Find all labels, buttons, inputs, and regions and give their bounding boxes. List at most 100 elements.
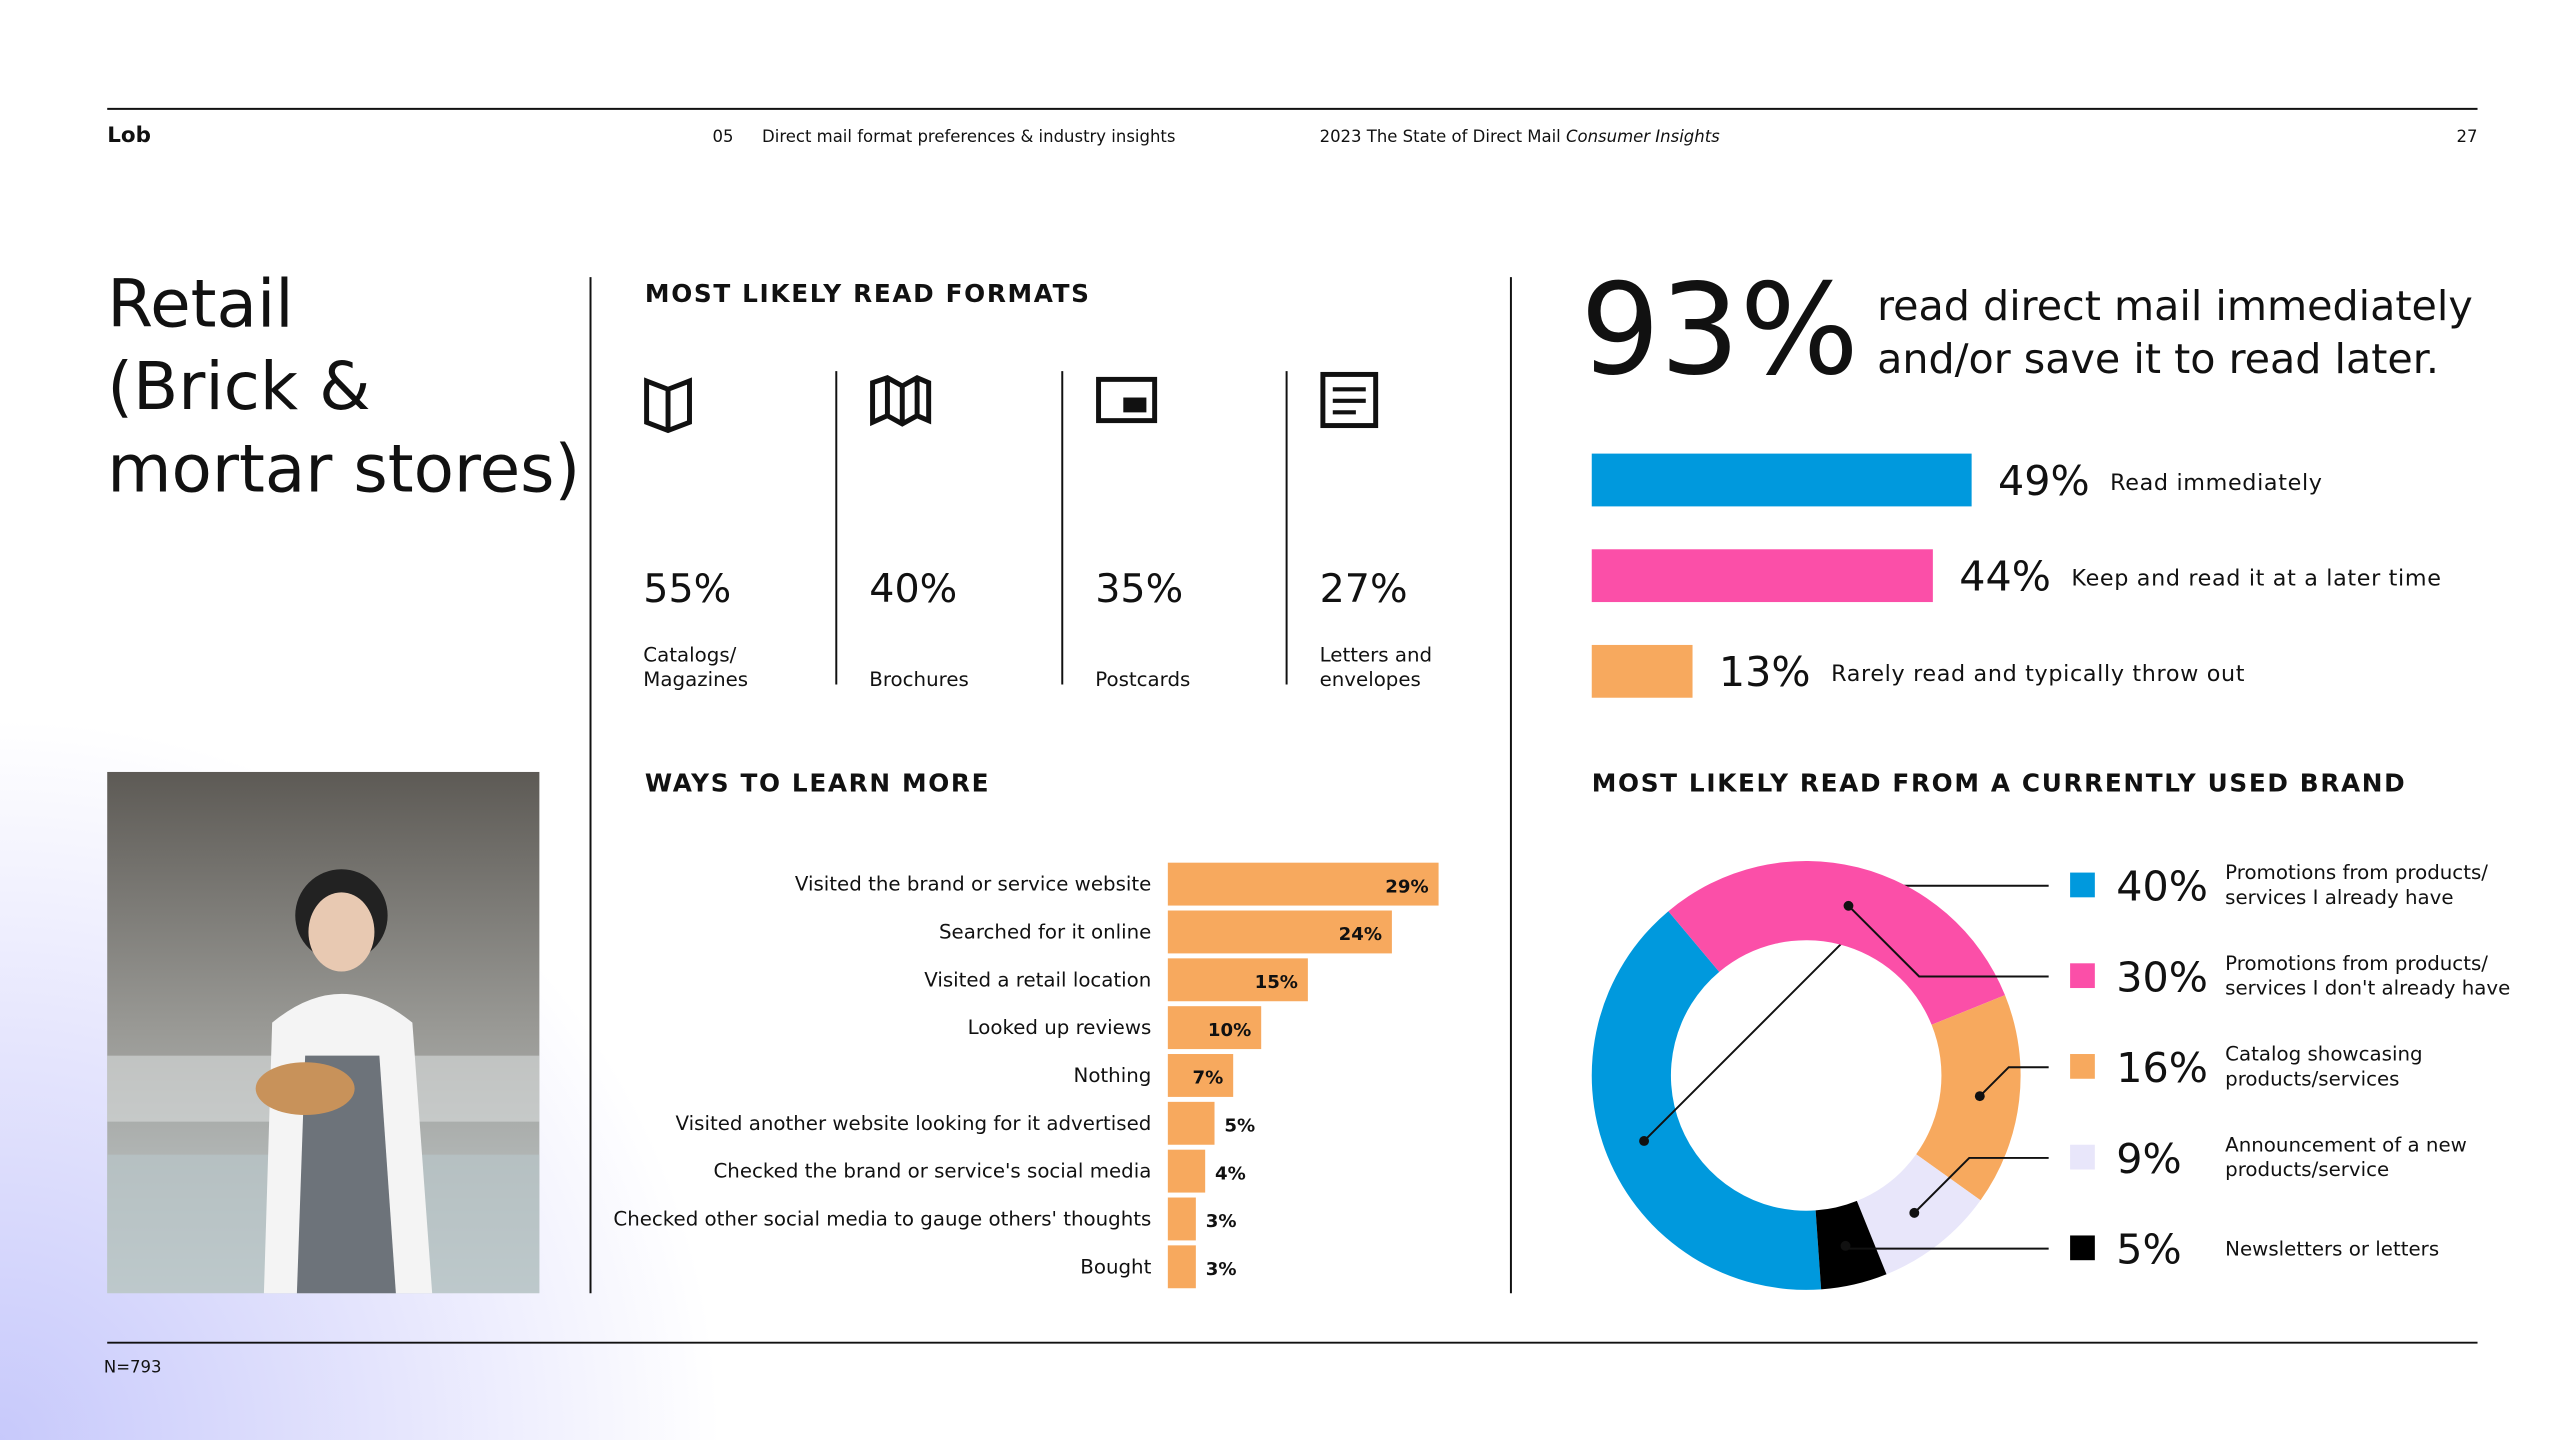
format-label-box: Postcards [1095, 668, 1191, 692]
format-label: Catalogs/ Magazines [643, 643, 749, 692]
format-label-box: Brochures [869, 668, 969, 692]
value-label: 29% [1385, 876, 1428, 897]
legend-swatch [2070, 1054, 2095, 1079]
legend-label: Promotions from products/ services I don… [2225, 951, 2511, 1000]
category-label: Looked up reviews [968, 1016, 1152, 1039]
category-label: Visited another website looking for it a… [676, 1112, 1152, 1135]
format-label: Brochures [869, 668, 969, 692]
donut-slice [1668, 861, 2006, 1025]
value-label: 13% [1719, 648, 1811, 696]
sidebar-title: mortar stores) [107, 431, 580, 508]
category-label: Bought [1080, 1255, 1151, 1278]
legend-label-box: Announcement of a new products/service [2225, 1133, 2467, 1182]
legend-label: Announcement of a new products/service [2225, 1133, 2467, 1182]
legend-swatch [2070, 1144, 2095, 1170]
leader-dot [1909, 1207, 1920, 1218]
bar-label: Rarely read and typically throw out [1831, 661, 2245, 687]
donut-slice [1815, 1200, 1887, 1290]
sidebar-title: Retail [107, 266, 293, 343]
legend-swatch [2070, 1235, 2095, 1261]
value-label: 49% [1998, 457, 2090, 505]
legend-label: Promotions from products/ services I alr… [2225, 861, 2488, 909]
leader-dot [1843, 900, 1854, 911]
category-label: Searched for it online [939, 921, 1151, 944]
sidebar-title: (Brick & [107, 348, 370, 425]
logo: Lob [107, 123, 151, 148]
page-number: 27 [2457, 127, 2478, 146]
category-label: Visited the brand or service website [795, 873, 1151, 896]
leader-dot [1840, 1240, 1851, 1251]
bar-label: Keep and read it at a later time [2071, 566, 2441, 592]
section-heading: MOST LIKELY READ FROM A CURRENTLY USED B… [1592, 769, 2407, 798]
bar-label: Read immediately [2110, 470, 2322, 496]
bar [1167, 910, 1392, 954]
section-number: 05 [713, 127, 734, 146]
format-label-box: Letters and envelopes [1319, 643, 1433, 692]
bar [1591, 644, 1693, 698]
format-percent: 35% [1095, 566, 1183, 612]
legend-swatch [2070, 872, 2095, 898]
format-label: Letters and envelopes [1319, 643, 1433, 692]
value-label: 4% [1215, 1163, 1246, 1184]
bar [1167, 1101, 1215, 1145]
report-title: 2023 The State of Direct Mail Consumer I… [1320, 127, 1721, 146]
leader-line [1913, 1156, 2049, 1214]
bar [1591, 453, 1972, 507]
highlight-percent: 93% [1580, 257, 1859, 403]
value-label: 3% [1206, 1211, 1237, 1232]
format-percent: 55% [643, 566, 731, 612]
category-label: Nothing [1074, 1064, 1152, 1087]
legend-value: 5% [2116, 1226, 2181, 1274]
bar [1167, 1006, 1262, 1050]
format-percent: 27% [1320, 566, 1408, 612]
value-label: 44% [1959, 553, 2051, 601]
legend-label-box: Promotions from products/ services I alr… [2225, 861, 2488, 909]
section-heading: MOST LIKELY READ FORMATS [645, 279, 1091, 308]
legend-label: Newsletters or letters [2225, 1236, 2440, 1260]
format-label: Postcards [1095, 668, 1191, 692]
bar [1167, 1054, 1234, 1097]
legend-swatch [2070, 963, 2095, 989]
bar [1167, 862, 1439, 906]
category-label: Checked other social media to gauge othe… [613, 1208, 1151, 1231]
bar [1167, 1245, 1196, 1289]
leader-line [1847, 905, 2049, 978]
format-icons [644, 371, 1379, 434]
legend-label-box: Promotions from products/ services I don… [2225, 951, 2511, 1000]
donut-slice [1916, 995, 2021, 1201]
photo [107, 771, 540, 1294]
legend-label-box: Catalog showcasing products/services [2225, 1042, 2423, 1091]
category-label: Visited a retail location [924, 968, 1151, 991]
legend-value: 40% [2116, 863, 2208, 911]
legend-label-box: Newsletters or letters [2225, 1236, 2440, 1260]
legend-value: 16% [2116, 1044, 2208, 1092]
value-label: 5% [1224, 1116, 1255, 1137]
highlight-text: and/or save it to read later. [1877, 335, 2439, 383]
format-label-box: Catalogs/ Magazines [643, 643, 749, 692]
format-percent: 40% [869, 566, 957, 612]
donut-slice [1591, 911, 1822, 1290]
section-heading: WAYS TO LEARN MORE [645, 769, 990, 798]
bar [1591, 549, 1933, 603]
value-label: 24% [1339, 924, 1382, 945]
category-label: Checked the brand or service's social me… [714, 1160, 1152, 1183]
leader-dot [1639, 1136, 1650, 1146]
leader-dot [1974, 1091, 1985, 1102]
value-label: 15% [1255, 972, 1298, 993]
legend-value: 30% [2116, 953, 2208, 1001]
report-title-main: 2023 The State of Direct Mail [1320, 127, 1561, 146]
bar [1167, 958, 1308, 1002]
highlight-text: read direct mail immediately [1877, 282, 2473, 330]
bar [1167, 1197, 1196, 1241]
bar [1167, 1149, 1206, 1193]
value-label: 7% [1193, 1068, 1224, 1089]
value-label: 10% [1208, 1020, 1251, 1041]
section-title: Direct mail format preferences & industr… [762, 127, 1175, 146]
value-label: 3% [1206, 1259, 1237, 1280]
footer-note: N=793 [104, 1357, 162, 1376]
report-title-italic: Consumer Insights [1566, 127, 1720, 146]
leader-line [1979, 1066, 2049, 1097]
legend-label: Catalog showcasing products/services [2225, 1042, 2423, 1091]
